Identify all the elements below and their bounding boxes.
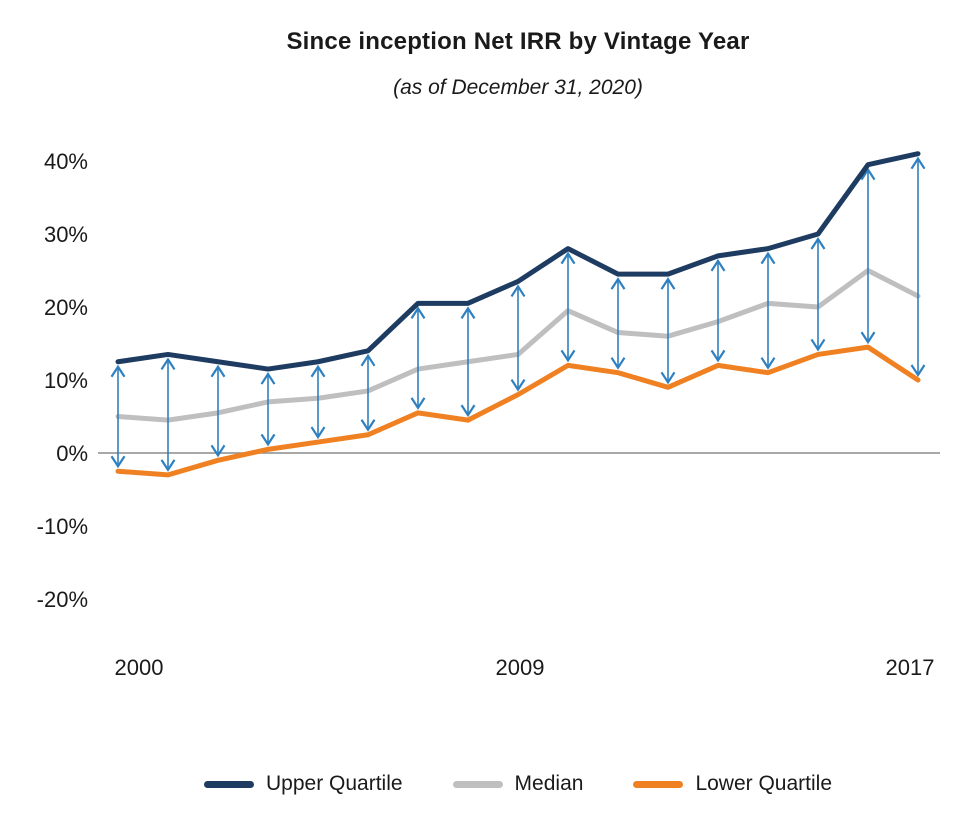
irr-chart: 40% 30% 20% 10% 0% -10% -20% 2000 2009 2017 bbox=[37, 149, 940, 680]
legend-label-median: Median bbox=[514, 772, 584, 795]
x-tick-label: 2009 bbox=[496, 655, 545, 680]
quartile-range-arrowheads-icon bbox=[110, 364, 126, 469]
x-tick-label: 2017 bbox=[886, 655, 935, 680]
quartile-range-arrowheads-icon bbox=[860, 167, 876, 345]
legend-item-upper-quartile: Upper Quartile bbox=[203, 772, 403, 796]
x-tick-label: 2000 bbox=[115, 655, 164, 680]
quartile-range-arrowheads-icon bbox=[360, 353, 376, 432]
upper-quartile-line bbox=[115, 151, 921, 372]
legend-item-median: Median bbox=[452, 772, 584, 796]
quartile-range-arrowheads-icon bbox=[560, 251, 576, 363]
y-tick-label: 20% bbox=[44, 295, 88, 320]
y-tick-label: 0% bbox=[56, 441, 88, 466]
chart-legend: Upper Quartile Median Lower Quartile bbox=[64, 772, 972, 796]
y-tick-label: 10% bbox=[44, 368, 88, 393]
quartile-range-arrowheads-icon bbox=[410, 306, 426, 410]
lower-quartile-swatch-icon bbox=[633, 780, 684, 788]
y-tick-label: -10% bbox=[37, 514, 88, 539]
quartile-range-arrowheads-icon bbox=[710, 258, 726, 363]
quartile-range-arrowheads-icon bbox=[510, 284, 526, 392]
chart-subtitle: (as of December 31, 2020) bbox=[393, 76, 643, 99]
legend-label-lower-quartile: Lower Quartile bbox=[695, 772, 832, 795]
quartile-range-arrowheads-icon bbox=[660, 277, 676, 385]
upper-quartile-swatch-icon bbox=[203, 780, 254, 788]
quartile-range-arrowheads-icon bbox=[760, 251, 776, 370]
quartile-range-arrowheads-icon bbox=[310, 364, 326, 440]
quartile-range-arrowheads-icon bbox=[610, 277, 626, 370]
lower-quartile-line bbox=[115, 344, 921, 478]
quartile-range-arrowheads-icon bbox=[260, 372, 276, 447]
median-swatch-icon bbox=[452, 780, 503, 788]
quartile-range-arrowheads-icon bbox=[460, 306, 476, 418]
quartile-range-arrowheads-icon bbox=[160, 357, 176, 472]
y-tick-label: 40% bbox=[44, 149, 88, 174]
legend-item-lower-quartile: Lower Quartile bbox=[633, 772, 832, 796]
chart-title: Since inception Net IRR by Vintage Year bbox=[286, 28, 750, 55]
legend-label-upper-quartile: Upper Quartile bbox=[265, 772, 403, 795]
quartile-range-arrowheads-icon bbox=[810, 236, 826, 352]
quartile-range-arrowheads-icon bbox=[910, 156, 926, 378]
y-tick-label: -20% bbox=[37, 587, 88, 612]
quartile-range-arrowheads-icon bbox=[210, 364, 226, 458]
y-tick-label: 30% bbox=[44, 222, 88, 247]
